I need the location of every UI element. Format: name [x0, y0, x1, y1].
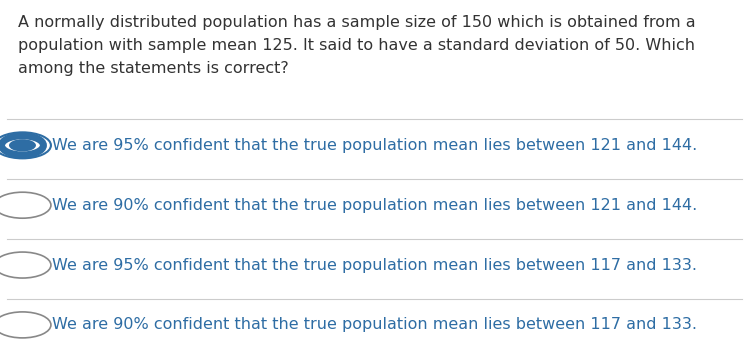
Text: A normally distributed population has a sample size of 150 which is obtained fro: A normally distributed population has a …	[18, 15, 696, 76]
Circle shape	[9, 139, 36, 152]
Text: We are 95% confident that the true population mean lies between 121 and 144.: We are 95% confident that the true popul…	[52, 138, 697, 153]
Text: We are 90% confident that the true population mean lies between 121 and 144.: We are 90% confident that the true popul…	[52, 198, 697, 213]
Text: We are 90% confident that the true population mean lies between 117 and 133.: We are 90% confident that the true popul…	[52, 317, 697, 332]
Text: We are 95% confident that the true population mean lies between 117 and 133.: We are 95% confident that the true popul…	[52, 258, 697, 273]
